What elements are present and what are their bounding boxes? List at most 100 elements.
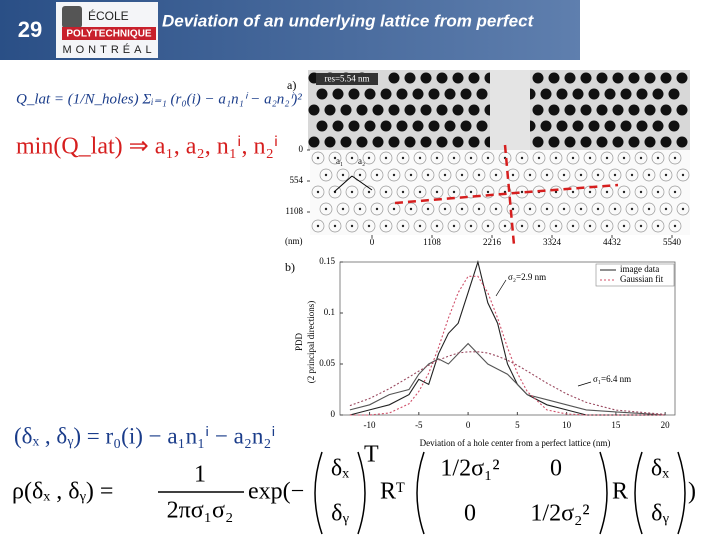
hole: [676, 104, 688, 116]
lattice-center: [358, 173, 362, 177]
lattice-center: [656, 190, 660, 194]
lattice-center: [384, 224, 388, 228]
lattice-ring: [438, 202, 452, 216]
lattice-ring: [532, 151, 546, 165]
lattice-ring: [532, 219, 546, 233]
hole: [556, 88, 568, 100]
lattice-ring: [557, 202, 571, 216]
lattice-ring: [540, 168, 554, 182]
hole: [412, 120, 424, 132]
annotation-arrow: [577, 381, 592, 387]
data-line: [349, 342, 666, 416]
equation-part: 0: [464, 501, 476, 527]
hole: [596, 104, 608, 116]
lattice-center: [469, 190, 473, 194]
lattice-center: [426, 173, 430, 177]
equation-part: R: [612, 479, 628, 505]
lattice-center: [673, 156, 677, 160]
lattice-center: [545, 207, 549, 211]
figure-a: a) a₁ a₂ (nm) res=5.54 nm 0 1108 2216 3324 44…: [285, 70, 690, 247]
hole: [628, 72, 640, 84]
equation-part: δᵧ: [331, 501, 349, 527]
axis-unit: (nm): [285, 236, 303, 246]
lattice-center: [418, 190, 422, 194]
lattice-ring: [600, 151, 614, 165]
lattice-center: [316, 190, 320, 194]
equation-part: 1/2σ₁²: [440, 456, 499, 482]
lattice-center: [384, 190, 388, 194]
lattice-center: [443, 173, 447, 177]
logo-band: [62, 27, 156, 40]
hole: [380, 120, 392, 132]
lattice-ring: [574, 168, 588, 182]
lattice-center: [435, 190, 439, 194]
hole: [628, 104, 640, 116]
hole: [660, 72, 672, 84]
hole: [596, 136, 608, 148]
lattice-center: [613, 207, 617, 211]
equation: (δₓ , δᵧ) = r₀(i) − a₁n₁ⁱ − a₂n₂ⁱ: [14, 423, 276, 449]
lattice-center: [460, 207, 464, 211]
lattice-ring: [345, 219, 359, 233]
lattice-center: [605, 156, 609, 160]
lattice-ring: [438, 168, 452, 182]
lattice-ring: [455, 168, 469, 182]
hole: [452, 136, 464, 148]
lattice-ring: [464, 219, 478, 233]
hole: [468, 136, 480, 148]
lattice-ring: [591, 168, 605, 182]
lattice-center: [426, 207, 430, 211]
hole: [612, 136, 624, 148]
gap: [490, 70, 530, 150]
equation-part: δₓ: [331, 456, 349, 482]
lattice-ring: [413, 151, 427, 165]
lattice-center: [316, 224, 320, 228]
hole: [556, 120, 568, 132]
lattice-ring: [413, 219, 427, 233]
panel-label: a): [287, 78, 296, 92]
hole: [532, 136, 544, 148]
y-tick-label: 0: [331, 409, 336, 419]
lattice-ring: [549, 151, 563, 165]
lattice-ring: [370, 202, 384, 216]
x-tick-label: 20: [661, 420, 671, 430]
lattice-ring: [668, 185, 682, 199]
hole: [428, 88, 440, 100]
lattice-ring: [353, 202, 367, 216]
hole: [564, 72, 576, 84]
y-axis-label: (2 principal directions): [306, 301, 316, 383]
lattice-center: [605, 224, 609, 228]
hole: [404, 136, 416, 148]
lattice-ring: [676, 202, 690, 216]
lattice-center: [418, 156, 422, 160]
lattice-ring: [583, 151, 597, 165]
hole: [412, 88, 424, 100]
hole: [380, 88, 392, 100]
lattice-center: [341, 173, 345, 177]
x-tick-label: 5: [515, 420, 520, 430]
equation-part: 2πσ₁σ₂: [167, 498, 234, 524]
lattice-ring: [455, 202, 469, 216]
lattice-center: [639, 224, 643, 228]
lattice-ring: [625, 168, 639, 182]
lattice-center: [596, 173, 600, 177]
bracket: [634, 451, 643, 535]
lattice-center: [477, 173, 481, 177]
hole: [548, 104, 560, 116]
hole: [372, 104, 384, 116]
hole: [636, 120, 648, 132]
y-tick-label: 554: [290, 175, 304, 185]
lattice-center: [367, 190, 371, 194]
data-line: [349, 351, 666, 415]
hole: [668, 88, 680, 100]
hole: [388, 136, 400, 148]
hole: [636, 88, 648, 100]
lattice-center: [494, 173, 498, 177]
hole: [308, 136, 320, 148]
lattice-ring: [447, 151, 461, 165]
lattice-ring: [379, 151, 393, 165]
lattice-ring: [311, 151, 325, 165]
lattice-ring: [608, 202, 622, 216]
lattice-center: [664, 207, 668, 211]
lattice-center: [528, 173, 532, 177]
